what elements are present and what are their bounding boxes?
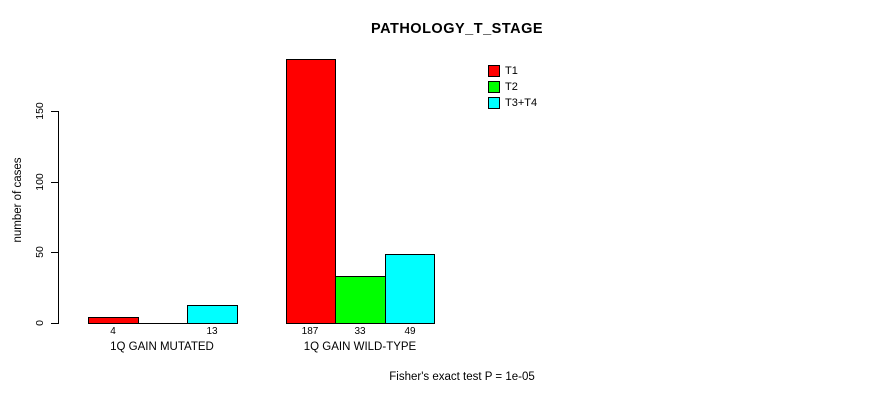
y-axis-tick [51, 323, 58, 324]
legend-item-T1: T1 [488, 63, 537, 79]
bar-T3+T4-2 [385, 254, 435, 324]
legend-swatch-icon [488, 97, 500, 109]
y-axis-tick [51, 182, 58, 183]
bar-value-label: 13 [206, 326, 218, 337]
group-baseline [88, 323, 237, 324]
bar-value-label: 49 [404, 326, 416, 337]
bar-value-label: 187 [301, 326, 319, 337]
legend-item-T2: T2 [488, 79, 537, 95]
bar-T2-2 [335, 276, 386, 324]
y-tick-label: 150 [34, 102, 46, 120]
legend-swatch-icon [488, 65, 500, 77]
legend: T1 T2 T3+T4 [488, 63, 537, 111]
y-axis-label: number of cases [12, 157, 24, 243]
category-label: 1Q GAIN WILD-TYPE [303, 341, 417, 353]
legend-label: T2 [505, 81, 518, 93]
chart-title: PATHOLOGY_T_STAGE [370, 21, 544, 37]
category-label: 1Q GAIN MUTATED [110, 341, 214, 353]
y-axis-tick [51, 111, 58, 112]
y-axis-tick [51, 252, 58, 253]
y-axis-line [58, 111, 59, 324]
y-tick-label: 100 [34, 173, 46, 191]
bar-T1-1 [88, 317, 139, 324]
bar-value-label: 4 [110, 326, 116, 337]
bar-value-label: 33 [354, 326, 366, 337]
legend-label: T3+T4 [505, 97, 538, 109]
chart-footnote: Fisher's exact test P = 1e-05 [389, 371, 535, 383]
bar-T1-2 [286, 59, 336, 324]
legend-swatch-icon [488, 81, 500, 93]
y-tick-label: 0 [34, 320, 46, 326]
legend-label: T1 [505, 65, 518, 77]
y-tick-label: 50 [34, 246, 46, 258]
bar-T3+T4-1 [187, 305, 238, 324]
legend-item-T3+T4: T3+T4 [488, 95, 537, 111]
